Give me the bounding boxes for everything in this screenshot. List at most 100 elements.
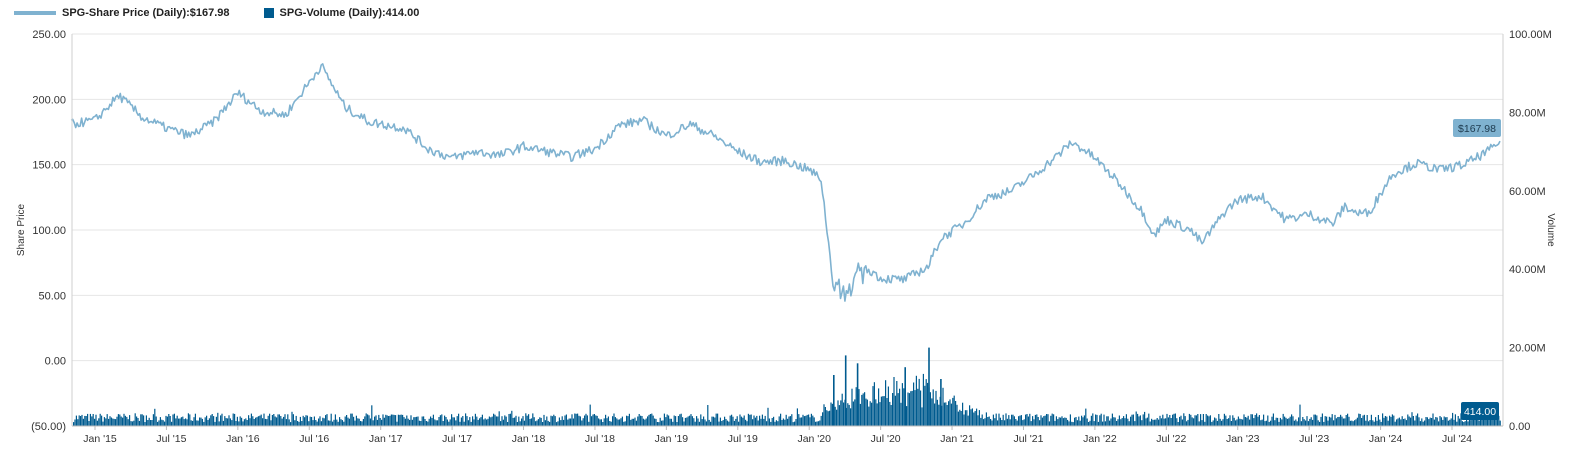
volume-bar: [1051, 413, 1053, 426]
volume-bar: [970, 409, 972, 426]
volume-bar: [1095, 414, 1097, 426]
volume-bar: [1033, 419, 1035, 426]
volume-bar: [1496, 418, 1498, 426]
volume-bar: [207, 420, 209, 426]
volume-bar: [1153, 419, 1155, 426]
volume-bar: [792, 422, 794, 426]
axes: 250.00 200.00 150.00 100.00 50.00 0.00 (50.00)…: [16, 29, 1556, 445]
volume-bar: [446, 419, 448, 426]
volume-bar: [1016, 420, 1018, 426]
volume-bar: [532, 413, 534, 426]
volume-bar: [1391, 414, 1393, 426]
volume-bar: [942, 387, 944, 426]
volume-bar: [936, 399, 938, 426]
x-tick-label: Jul '18: [585, 433, 615, 445]
volume-bar: [280, 416, 282, 426]
volume-bar: [1188, 413, 1190, 426]
volume-bar: [172, 414, 174, 426]
volume-bar: [1342, 418, 1344, 426]
volume-bar: [666, 414, 668, 426]
volume-bar: [204, 417, 206, 426]
volume-bar: [585, 413, 587, 426]
volume-bar: [1046, 414, 1048, 426]
volume-bar: [480, 417, 482, 426]
volume-bar: [1253, 418, 1255, 426]
volume-bar: [171, 421, 173, 426]
volume-bar: [126, 416, 128, 426]
volume-bar: [1226, 419, 1228, 426]
volume-bar: [451, 414, 453, 426]
volume-bar: [348, 418, 350, 426]
volume-bar: [771, 418, 773, 426]
volume-bar: [108, 418, 110, 426]
volume-bar: [271, 415, 273, 426]
volume-bar: [614, 417, 616, 426]
volume-bar: [525, 413, 527, 426]
volume-bar: [1351, 420, 1353, 426]
legend-volume[interactable]: SPG-Volume (Daily):414.00: [263, 7, 420, 19]
volume-bar: [411, 419, 413, 426]
volume-bar: [976, 408, 978, 426]
volume-bar: [297, 421, 299, 426]
volume-bar: [935, 390, 937, 426]
volume-bar: [1221, 420, 1223, 426]
volume-bar: [1214, 417, 1216, 426]
volume-bar: [929, 392, 931, 426]
volume-bar: [1369, 420, 1371, 426]
volume-bar: [1174, 413, 1176, 426]
volume-bar: [967, 415, 969, 426]
volume-bar: [637, 416, 639, 426]
volume-bar: [351, 413, 353, 426]
volume-bar: [1359, 414, 1361, 426]
volume-bar: [488, 416, 490, 426]
volume-bar: [1152, 419, 1154, 426]
volume-bar: [1334, 414, 1336, 426]
volume-bar: [998, 413, 1000, 426]
volume-bar: [364, 416, 366, 426]
volume-bar: [255, 417, 257, 426]
volume-bar: [99, 413, 101, 426]
volume-bar: [774, 421, 776, 426]
volume-bar: [459, 421, 461, 426]
volume-bar: [592, 414, 594, 426]
volume-bar: [638, 414, 640, 426]
volume-bar: [1459, 418, 1461, 426]
y-left-tick-label: 250.00: [32, 29, 66, 41]
volume-bar: [568, 418, 570, 426]
volume-bar: [900, 402, 902, 426]
volume-bar: [920, 390, 922, 426]
volume-bar: [96, 420, 98, 426]
volume-bar: [1144, 411, 1146, 426]
volume-bar: [246, 420, 248, 426]
volume-bar: [1481, 416, 1483, 426]
legend-volume-label: SPG-Volume (Daily):414.00: [279, 7, 420, 19]
volume-bar: [403, 417, 405, 426]
volume-bar: [173, 413, 175, 426]
volume-bar: [1197, 414, 1199, 426]
volume-bar: [1338, 416, 1340, 426]
volume-bar: [1313, 414, 1315, 426]
volume-bar: [292, 414, 294, 426]
volume-bar: [595, 415, 597, 426]
volume-bar: [285, 419, 287, 426]
volume-bar: [92, 414, 94, 426]
volume-bar: [151, 420, 153, 426]
legend-price[interactable]: SPG-Share Price (Daily):$167.98: [14, 7, 230, 19]
volume-bar: [274, 416, 276, 426]
volume-bar: [168, 414, 170, 426]
volume-bar: [112, 418, 114, 426]
volume-bar: [551, 416, 553, 426]
y-left-tick-label: 200.00: [32, 94, 66, 106]
volume-bar: [876, 403, 878, 426]
volume-bar: [150, 420, 152, 426]
volume-bar: [605, 414, 607, 426]
volume-bar: [1319, 421, 1321, 426]
volume-bar: [1256, 413, 1258, 426]
volume-bar: [1275, 417, 1277, 426]
volume-bar: [206, 415, 208, 426]
volume-bar: [938, 404, 940, 426]
x-tick-label: Jan '22: [1083, 433, 1117, 445]
volume-bar: [824, 407, 826, 426]
volume-bar: [623, 421, 625, 426]
volume-bar: [1023, 419, 1025, 426]
